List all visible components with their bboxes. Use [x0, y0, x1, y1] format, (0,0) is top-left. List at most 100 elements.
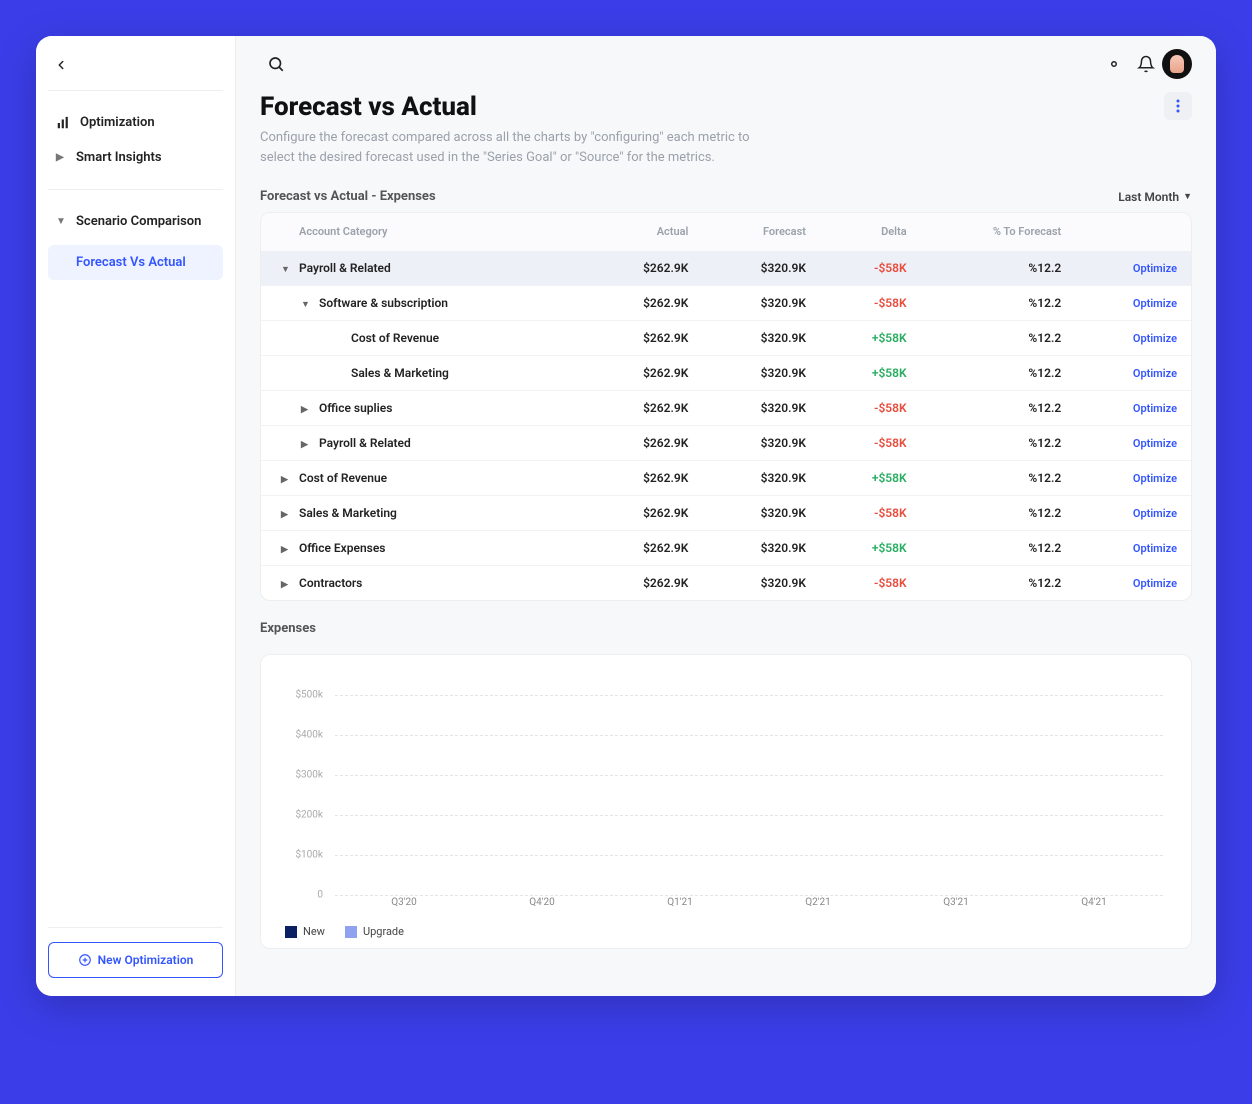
- main-panel: Forecast vs Actual Configure the forecas…: [236, 36, 1216, 996]
- row-forecast: $320.9K: [702, 356, 820, 391]
- avatar-image: [1170, 55, 1184, 73]
- row-delta: +$58K: [820, 461, 921, 496]
- row-forecast: $320.9K: [702, 461, 820, 496]
- row-forecast: $320.9K: [702, 251, 820, 286]
- legend-item: Upgrade: [345, 925, 404, 938]
- content-area: Forecast vs Actual Configure the forecas…: [236, 92, 1216, 973]
- table-row[interactable]: ▶Sales & Marketing$262.9K$320.9K-$58K%12…: [261, 496, 1191, 531]
- col-forecast: Forecast: [702, 213, 820, 251]
- optimize-link[interactable]: Optimize: [1133, 297, 1177, 310]
- row-caret-icon: ▼: [281, 264, 293, 275]
- row-name: Payroll & Related: [319, 436, 411, 450]
- legend-label: New: [303, 925, 325, 938]
- sidebar-item-optimization[interactable]: Optimization: [48, 105, 223, 140]
- row-actual: $262.9K: [585, 496, 703, 531]
- row-pct: %12.2: [921, 321, 1076, 356]
- col-actual: Actual: [585, 213, 703, 251]
- optimize-link[interactable]: Optimize: [1133, 507, 1177, 520]
- search-icon: [267, 55, 285, 73]
- page-menu-button[interactable]: [1164, 92, 1192, 120]
- row-pct: %12.2: [921, 566, 1076, 601]
- sidebar-subitem-label: Forecast Vs Actual: [76, 255, 186, 270]
- x-tick-label: Q4'21: [1064, 897, 1124, 915]
- table-row[interactable]: ▶Office suplies$262.9K$320.9K-$58K%12.2O…: [261, 391, 1191, 426]
- sidebar: Optimization ▶ Smart Insights ▼ Scenario…: [36, 36, 236, 996]
- row-actual: $262.9K: [585, 531, 703, 566]
- row-name: Cost of Revenue: [351, 331, 439, 345]
- table-row[interactable]: ▶Office Expenses$262.9K$320.9K+$58K%12.2…: [261, 531, 1191, 566]
- optimize-link[interactable]: Optimize: [1133, 577, 1177, 590]
- row-caret-icon: ▶: [301, 440, 313, 450]
- sidebar-item-label: Scenario Comparison: [76, 214, 201, 229]
- col-action: [1075, 213, 1191, 251]
- row-actual: $262.9K: [585, 566, 703, 601]
- period-dropdown[interactable]: Last Month ▼: [1118, 190, 1192, 204]
- y-tick-label: $200k: [281, 810, 329, 821]
- table-row[interactable]: ▶ Contractors $262.9K$320.9K-$58K%12.2 Opti…: [261, 566, 1191, 601]
- avatar[interactable]: [1162, 49, 1192, 79]
- page-header: Forecast vs Actual Configure the forecas…: [260, 92, 1192, 167]
- row-delta: +$58K: [820, 321, 921, 356]
- sidebar-item-scenario-comparison[interactable]: ▼ Scenario Comparison: [48, 204, 223, 239]
- notifications-button[interactable]: [1130, 48, 1162, 80]
- app-window: Optimization ▶ Smart Insights ▼ Scenario…: [36, 36, 1216, 996]
- legend-swatch: [285, 926, 297, 938]
- row-delta: +$58K: [820, 356, 921, 391]
- x-tick-label: Q4'20: [512, 897, 572, 915]
- sidebar-item-smart-insights[interactable]: ▶ Smart Insights: [48, 140, 223, 175]
- row-name: Software & subscription: [319, 296, 448, 310]
- optimize-link[interactable]: Optimize: [1133, 472, 1177, 485]
- table-row[interactable]: ▶Cost of Revenue$262.9K$320.9K+$58K%12.2…: [261, 461, 1191, 496]
- y-tick-label: 0: [281, 890, 329, 901]
- back-button[interactable]: [48, 54, 223, 76]
- row-caret-icon: ▶: [281, 545, 293, 555]
- optimize-link[interactable]: Optimize: [1133, 542, 1177, 555]
- topbar: [236, 36, 1216, 92]
- table-row[interactable]: ▼Payroll & Related$262.9K$320.9K-$58K%12…: [261, 251, 1191, 286]
- table-row[interactable]: ▼Software & subscription$262.9K$320.9K-$…: [261, 286, 1191, 321]
- row-forecast: $320.9K: [702, 531, 820, 566]
- row-pct: %12.2: [921, 356, 1076, 391]
- chevron-down-icon: ▼: [1183, 191, 1192, 202]
- kebab-icon: [1176, 99, 1180, 113]
- new-optimization-button[interactable]: New Optimization: [48, 942, 223, 978]
- row-pct: %12.2: [921, 286, 1076, 321]
- optimize-link[interactable]: Optimize: [1133, 367, 1177, 380]
- table-row[interactable]: Cost of Revenue$262.9K$320.9K+$58K%12.2O…: [261, 321, 1191, 356]
- col-pct: % To Forecast: [921, 213, 1076, 251]
- row-delta: -$58K: [820, 426, 921, 461]
- page-title: Forecast vs Actual: [260, 92, 1152, 122]
- chevron-down-icon: ▼: [56, 216, 66, 227]
- row-name: Cost of Revenue: [299, 471, 387, 485]
- table-row[interactable]: Sales & Marketing$262.9K$320.9K+$58K%12.…: [261, 356, 1191, 391]
- legend-label: Upgrade: [363, 925, 404, 938]
- row-pct: %12.2: [921, 531, 1076, 566]
- row-delta: -$58K: [820, 566, 921, 601]
- search-button[interactable]: [260, 48, 292, 80]
- table-row[interactable]: ▶Payroll & Related$262.9K$320.9K-$58K%12…: [261, 426, 1191, 461]
- optimize-link[interactable]: Optimize: [1133, 402, 1177, 415]
- sidebar-item-label: Optimization: [80, 115, 155, 130]
- row-name: Sales & Marketing: [299, 506, 397, 520]
- row-delta: -$58K: [820, 286, 921, 321]
- optimize-link[interactable]: Optimize: [1133, 332, 1177, 345]
- row-name: Contractors: [299, 576, 362, 590]
- col-delta: Delta: [820, 213, 921, 251]
- row-forecast: $320.9K: [702, 496, 820, 531]
- row-delta: -$58K: [820, 251, 921, 286]
- row-pct: %12.2: [921, 251, 1076, 286]
- optimize-link[interactable]: Optimize: [1133, 437, 1177, 450]
- x-tick-label: Q3'20: [374, 897, 434, 915]
- row-pct: %12.2: [921, 426, 1076, 461]
- x-tick-label: Q1'21: [650, 897, 710, 915]
- settings-button[interactable]: [1098, 48, 1130, 80]
- row-actual: $262.9K: [585, 356, 703, 391]
- sidebar-subitem-forecast-vs-actual[interactable]: Forecast Vs Actual: [48, 245, 223, 280]
- row-actual: $262.9K: [585, 251, 703, 286]
- gridline: [335, 895, 1163, 896]
- row-delta: +$58K: [820, 531, 921, 566]
- optimize-link[interactable]: Optimize: [1133, 262, 1177, 275]
- chevron-right-icon: ▶: [56, 152, 66, 163]
- row-forecast: $320.9K: [702, 566, 820, 601]
- row-caret-icon: ▶: [281, 580, 293, 590]
